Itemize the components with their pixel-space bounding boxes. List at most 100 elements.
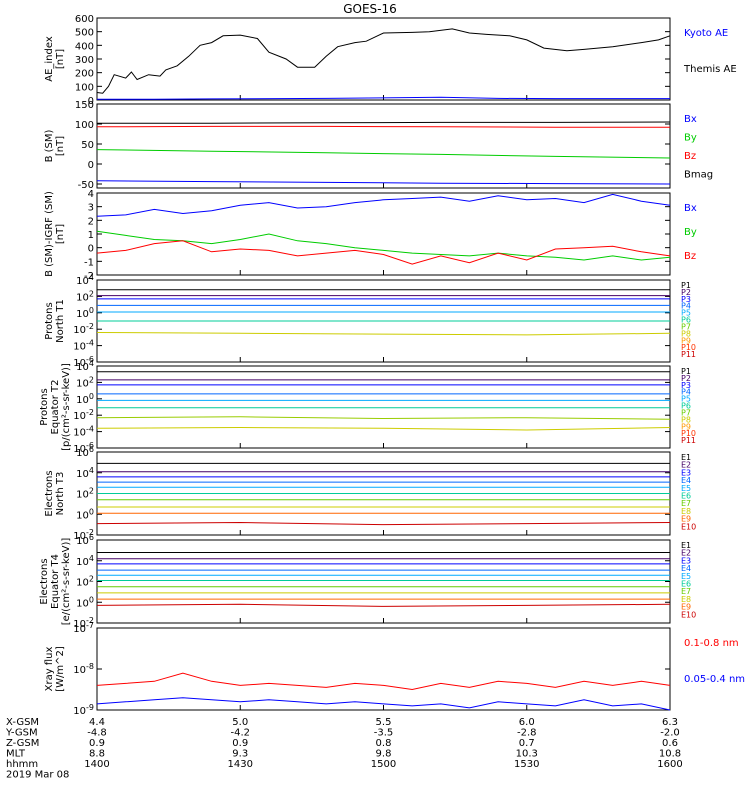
x-axis-value: 9.3 [232, 749, 248, 760]
legend-item: E6 [681, 492, 691, 501]
y-tick-label: 102 [76, 575, 94, 589]
y-tick-label: 100 [76, 595, 94, 609]
x-axis-value: 5.0 [232, 717, 248, 728]
legend-item: P2 [681, 288, 691, 297]
panel-frame [96, 17, 671, 101]
y-tick-label: 500 [75, 28, 94, 39]
legend-item: E7 [681, 587, 691, 596]
panel-xray-flux: 10-7 10-8 10-9 Xray flux [W/m^2] 0.1-0.8 nm 0.… [44, 621, 745, 717]
legend-item: P6 [681, 402, 691, 411]
x-axis-value: 0.6 [662, 738, 678, 749]
series-line-e10 [96, 603, 671, 607]
legend-item: P3 [681, 295, 691, 304]
panel-ae-index: 0 100 200 300 400 500 600 AE_index [nT] Kyoto AE T… [44, 14, 737, 107]
legend-item: P10 [681, 343, 696, 352]
x-axis-value: -3.5 [374, 728, 394, 739]
series-line-by [96, 149, 671, 159]
panel-protons-north: 104 102 100 10-2 10-4 10-6 Protons North T1 P1P2… [44, 273, 696, 369]
legend-item: E5 [681, 484, 691, 493]
panel-frame [96, 365, 671, 449]
legend-item: P9 [681, 422, 691, 431]
y-axis-label: Electrons [44, 470, 55, 516]
legend-item: Bx [684, 203, 697, 214]
x-axis-value: 10.8 [659, 749, 681, 760]
x-axis-row-label: 2019 Mar 08 [6, 770, 69, 781]
x-axis-row-label: Z-GSM [6, 738, 39, 749]
series-line-themis-ae [96, 28, 671, 94]
y-tick-label: 10-2 [73, 322, 94, 336]
legend-item: E8 [681, 507, 691, 516]
y-tick-label: 0 [88, 96, 94, 107]
legend-item: 0.1-0.8 nm [684, 638, 739, 649]
y-axis-label: Protons [39, 388, 50, 425]
y-tick-label: 10-2 [73, 528, 94, 542]
y-axis-label: [W/m^2] [55, 646, 66, 692]
legend-item: P4 [681, 302, 691, 311]
y-axis-label: [nT] [55, 49, 66, 69]
y-axis-label: AE_index [44, 36, 55, 82]
y-tick-label: 104 [76, 359, 94, 373]
legend-item: By [684, 133, 697, 144]
legend-item: E9 [681, 515, 691, 524]
legend-item: 0.05-0.4 nm [684, 674, 745, 685]
legend-item: E3 [681, 468, 691, 477]
legend-item: P4 [681, 388, 691, 397]
series-line-p8 [96, 426, 671, 431]
y-axis-label: North T1 [55, 299, 66, 343]
y-tick-label: 102 [76, 375, 94, 389]
legend-item: P2 [681, 374, 691, 383]
y-tick-label: 2 [88, 216, 94, 227]
legend-item: P11 [681, 350, 696, 359]
y-axis-label: Protons [44, 302, 55, 339]
x-axis-value: -4.8 [87, 728, 107, 739]
y-tick-label: 102 [76, 289, 94, 303]
x-axis-value: 1530 [514, 759, 539, 770]
y-tick-label: 10-2 [73, 616, 94, 630]
y-axis-label: [nT] [55, 224, 66, 244]
legend-item: Themis AE [683, 64, 737, 75]
y-tick-label: 3 [88, 203, 94, 214]
x-axis-value: 9.8 [376, 749, 392, 760]
y-axis-label: Xray flux [44, 647, 55, 692]
y-tick-label: 0 [88, 160, 94, 171]
y-tick-label: 100 [76, 507, 94, 521]
legend-item: P1 [681, 367, 691, 376]
legend-item: E2 [681, 549, 691, 558]
y-axis-label: [nT] [55, 136, 66, 156]
x-axis-value: 0.9 [232, 738, 248, 749]
legend-item: E7 [681, 499, 691, 508]
y-axis-label: Equator T4 [50, 554, 61, 609]
legend-item: P5 [681, 309, 691, 318]
series-line-bz [96, 240, 671, 265]
legend-item: P7 [681, 408, 691, 417]
panel-electrons-equator: 106 104 102 100 10-2 Electrons Equator T4 [e/(c… [39, 533, 696, 630]
series-line-e10 [96, 521, 671, 526]
y-axis-label: Electrons [39, 558, 50, 604]
x-axis-value: -2.8 [517, 728, 537, 739]
legend-item: E9 [681, 603, 691, 612]
x-axis-value: 1500 [371, 759, 396, 770]
x-axis-value: 8.8 [89, 749, 105, 760]
y-tick-label: 106 [76, 533, 94, 547]
y-tick-label: 10-7 [73, 621, 94, 635]
legend-item: P10 [681, 429, 696, 438]
y-tick-label: -50 [78, 180, 94, 191]
legend-item: P9 [681, 336, 691, 345]
y-tick-label: 200 [75, 69, 94, 80]
panel-frame [96, 103, 671, 189]
legend-item: P8 [681, 415, 691, 424]
x-axis-value: 6.3 [662, 717, 678, 728]
y-axis-label: North T3 [55, 472, 66, 516]
y-tick-label: 10-4 [73, 425, 94, 439]
y-axis-label: B (SM)-IGRF (SM) [44, 191, 55, 277]
x-axis-value: 6.0 [519, 717, 535, 728]
x-axis-value: -2.0 [660, 728, 680, 739]
legend-item: E6 [681, 580, 691, 589]
figure-title: GOES-16 [343, 2, 397, 16]
legend-item: Bz [684, 151, 696, 162]
x-axis-value: 1430 [228, 759, 253, 770]
legend-item: By [684, 227, 697, 238]
